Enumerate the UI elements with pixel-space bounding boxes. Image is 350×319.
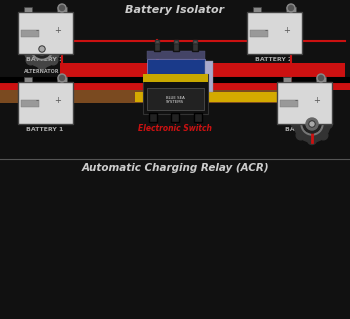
FancyBboxPatch shape — [171, 113, 179, 122]
Text: BATTERY 2: BATTERY 2 — [255, 57, 293, 62]
Text: -: - — [265, 26, 268, 35]
Text: ALTERNATOR: ALTERNATOR — [294, 97, 330, 102]
FancyBboxPatch shape — [150, 94, 157, 108]
FancyBboxPatch shape — [143, 74, 208, 82]
Circle shape — [49, 33, 58, 42]
Circle shape — [301, 113, 323, 135]
Circle shape — [58, 4, 66, 12]
FancyBboxPatch shape — [0, 80, 350, 90]
Text: BATTERY 1: BATTERY 1 — [26, 57, 64, 62]
Circle shape — [319, 108, 328, 117]
FancyBboxPatch shape — [205, 61, 213, 92]
Text: Electronic Switch: Electronic Switch — [138, 124, 212, 133]
FancyBboxPatch shape — [60, 63, 345, 79]
Circle shape — [60, 76, 64, 80]
Circle shape — [33, 40, 51, 58]
FancyBboxPatch shape — [250, 30, 268, 37]
FancyBboxPatch shape — [155, 40, 159, 43]
FancyBboxPatch shape — [24, 77, 32, 82]
FancyBboxPatch shape — [154, 43, 160, 51]
FancyBboxPatch shape — [192, 43, 198, 51]
FancyBboxPatch shape — [135, 92, 315, 102]
Circle shape — [294, 106, 330, 142]
FancyBboxPatch shape — [24, 7, 32, 12]
FancyBboxPatch shape — [18, 82, 73, 124]
Circle shape — [58, 74, 66, 82]
Circle shape — [54, 44, 63, 54]
Circle shape — [37, 28, 47, 38]
FancyBboxPatch shape — [57, 77, 67, 82]
FancyBboxPatch shape — [316, 77, 326, 82]
Text: +: + — [54, 96, 61, 105]
FancyBboxPatch shape — [143, 74, 208, 114]
Circle shape — [21, 44, 30, 54]
Circle shape — [309, 121, 315, 127]
Circle shape — [36, 43, 48, 55]
FancyBboxPatch shape — [193, 40, 197, 43]
Circle shape — [306, 118, 318, 130]
Circle shape — [308, 103, 316, 113]
Circle shape — [24, 31, 60, 67]
FancyBboxPatch shape — [18, 12, 73, 54]
Circle shape — [323, 120, 332, 129]
Text: +: + — [313, 96, 320, 105]
Circle shape — [27, 34, 57, 64]
Text: -: - — [295, 96, 298, 105]
FancyBboxPatch shape — [149, 113, 157, 122]
Circle shape — [317, 74, 325, 82]
FancyBboxPatch shape — [280, 100, 298, 107]
Circle shape — [297, 109, 327, 139]
FancyBboxPatch shape — [283, 77, 291, 82]
Circle shape — [287, 4, 295, 12]
Circle shape — [288, 5, 294, 11]
FancyBboxPatch shape — [159, 94, 166, 108]
FancyBboxPatch shape — [21, 100, 39, 107]
Text: BATTERY 1: BATTERY 1 — [26, 127, 64, 132]
Circle shape — [37, 61, 47, 70]
FancyBboxPatch shape — [253, 7, 261, 12]
Circle shape — [26, 56, 35, 65]
FancyBboxPatch shape — [21, 30, 39, 37]
FancyBboxPatch shape — [186, 94, 193, 108]
FancyBboxPatch shape — [286, 7, 296, 12]
Circle shape — [292, 120, 301, 129]
FancyBboxPatch shape — [174, 40, 178, 43]
FancyBboxPatch shape — [195, 94, 202, 108]
Text: +: + — [283, 26, 290, 35]
FancyBboxPatch shape — [147, 51, 205, 59]
Circle shape — [318, 76, 323, 80]
Circle shape — [60, 5, 64, 11]
Text: -: - — [36, 96, 39, 105]
FancyBboxPatch shape — [0, 87, 315, 103]
Circle shape — [49, 56, 58, 65]
FancyBboxPatch shape — [277, 82, 332, 124]
FancyBboxPatch shape — [147, 59, 205, 94]
Circle shape — [31, 38, 53, 60]
FancyBboxPatch shape — [173, 43, 179, 51]
Text: BATTERY 2: BATTERY 2 — [285, 127, 323, 132]
FancyBboxPatch shape — [177, 94, 184, 108]
FancyBboxPatch shape — [57, 7, 67, 12]
Circle shape — [40, 47, 44, 51]
Circle shape — [303, 115, 321, 133]
Text: Battery Isolator: Battery Isolator — [125, 5, 225, 15]
Text: -: - — [36, 26, 39, 35]
Circle shape — [296, 108, 305, 117]
Text: +: + — [54, 26, 61, 35]
Circle shape — [319, 131, 328, 140]
FancyBboxPatch shape — [147, 88, 204, 110]
FancyBboxPatch shape — [247, 12, 302, 54]
Text: BLUE SEA
SYSTEMS: BLUE SEA SYSTEMS — [166, 96, 184, 104]
Circle shape — [310, 122, 314, 126]
FancyBboxPatch shape — [194, 113, 202, 122]
FancyBboxPatch shape — [168, 94, 175, 108]
Circle shape — [296, 131, 305, 140]
Circle shape — [39, 46, 45, 52]
Text: Automatic Charging Relay (ACR): Automatic Charging Relay (ACR) — [81, 163, 269, 173]
Text: ALTERNATOR: ALTERNATOR — [24, 69, 60, 74]
Circle shape — [308, 136, 316, 145]
Circle shape — [26, 33, 35, 42]
